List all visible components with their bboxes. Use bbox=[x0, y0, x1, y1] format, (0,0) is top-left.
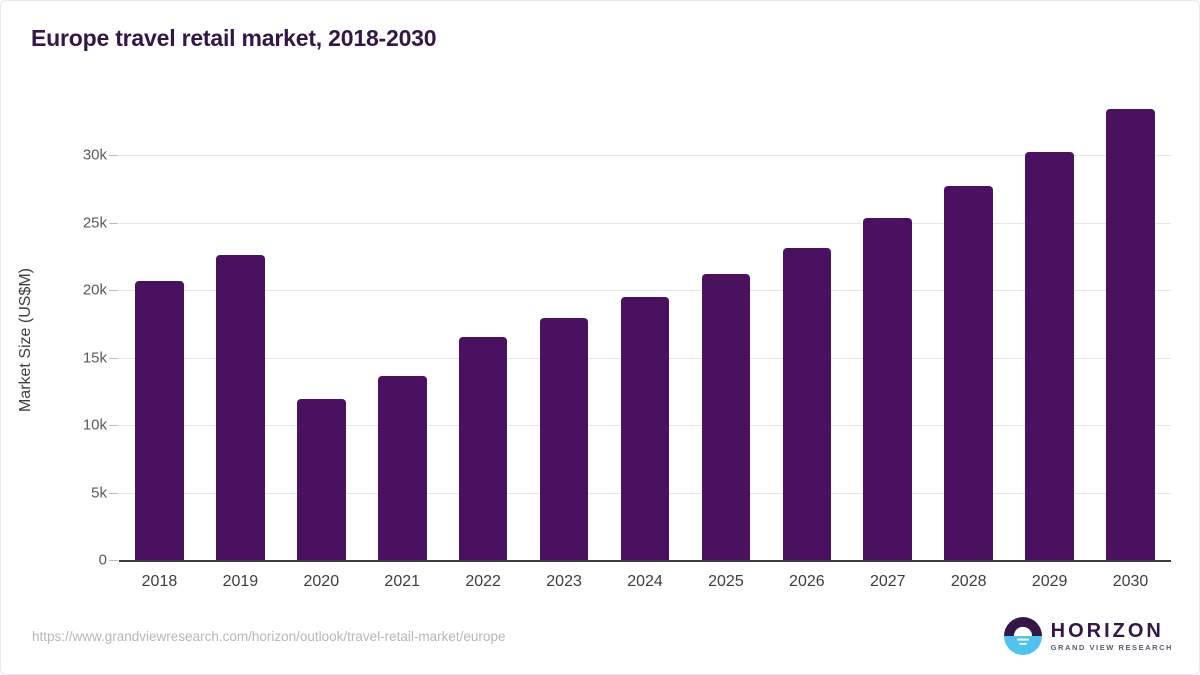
y-axis-tick-mark bbox=[109, 222, 118, 224]
y-axis-title: Market Size (US$M) bbox=[17, 267, 34, 413]
horizon-sunrise-icon bbox=[1003, 617, 1042, 655]
x-axis-tick-label: 2025 bbox=[708, 573, 744, 590]
y-axis-tick-label: 0 bbox=[98, 551, 107, 569]
x-axis-tick-label: 2029 bbox=[1031, 573, 1068, 590]
y-axis-tick-label: 30k bbox=[82, 146, 107, 164]
bar[interactable] bbox=[1106, 109, 1155, 560]
bar[interactable] bbox=[863, 218, 913, 560]
x-axis-tick-label: 2028 bbox=[950, 573, 987, 590]
bar[interactable] bbox=[944, 186, 993, 560]
gridline bbox=[119, 155, 1171, 156]
brand-logo[interactable]: HORIZON GRAND VIEW RESEARCH bbox=[1003, 617, 1173, 655]
bar[interactable] bbox=[458, 337, 508, 560]
y-axis-tick-mark bbox=[109, 155, 118, 156]
gridline bbox=[119, 290, 1171, 291]
y-axis-tick-mark bbox=[109, 290, 118, 291]
y-axis-tick-label: 10k bbox=[82, 416, 107, 434]
bar[interactable] bbox=[377, 376, 427, 560]
logo-wordmark: HORIZON bbox=[1050, 619, 1164, 642]
x-axis-tick-label: 2022 bbox=[465, 573, 501, 590]
x-axis-tick-label: 2019 bbox=[222, 573, 259, 590]
y-axis-tick-label: 25k bbox=[82, 214, 107, 231]
x-axis-tick-label: 2030 bbox=[1112, 573, 1149, 590]
bar[interactable] bbox=[1025, 152, 1074, 560]
bar[interactable] bbox=[216, 254, 265, 560]
x-axis-tick-label: 2027 bbox=[869, 573, 906, 590]
logo-text: HORIZON GRAND VIEW RESEARCH bbox=[1051, 621, 1173, 652]
bar[interactable] bbox=[297, 399, 346, 560]
y-axis-tick-mark bbox=[109, 560, 118, 561]
x-axis-tick-label: 2026 bbox=[789, 573, 825, 590]
x-axis-tick-label: 2024 bbox=[627, 573, 663, 590]
bar[interactable] bbox=[701, 273, 751, 560]
x-axis-tick-label: 2018 bbox=[141, 573, 178, 590]
y-axis-tick-label: 5k bbox=[91, 484, 107, 501]
source-url[interactable]: https://www.grandviewresearch.com/horizo… bbox=[32, 629, 506, 644]
bar[interactable] bbox=[782, 248, 832, 560]
bar[interactable] bbox=[539, 318, 589, 560]
y-axis-tick-label: 20k bbox=[82, 281, 107, 299]
bar[interactable] bbox=[135, 280, 184, 560]
page-title: Europe travel retail market, 2018-2030 bbox=[31, 25, 437, 51]
bar[interactable] bbox=[620, 296, 670, 560]
x-axis-tick-label: 2020 bbox=[303, 573, 340, 590]
y-axis-tick-mark bbox=[109, 425, 118, 426]
y-axis-tick-mark bbox=[109, 492, 118, 494]
y-axis-tick-mark bbox=[109, 357, 118, 359]
gridline bbox=[119, 222, 1171, 224]
x-axis-line bbox=[119, 560, 1171, 562]
x-axis-tick-label: 2021 bbox=[384, 573, 421, 590]
logo-tagline: GRAND VIEW RESEARCH bbox=[1050, 642, 1173, 652]
y-axis-tick-label: 15k bbox=[82, 349, 107, 366]
plot-area bbox=[119, 101, 1171, 560]
x-axis-tick-label: 2023 bbox=[546, 573, 582, 590]
